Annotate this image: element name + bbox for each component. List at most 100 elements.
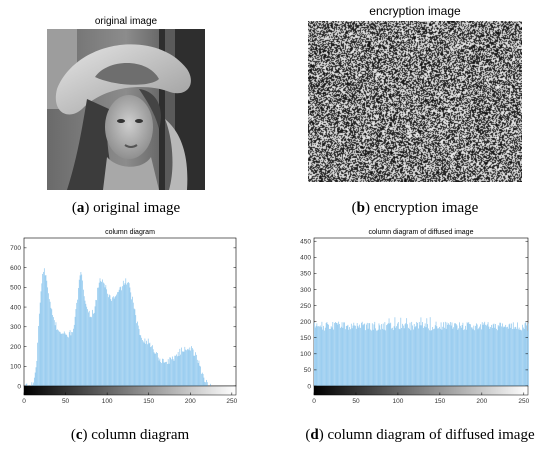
- bar: [521, 330, 522, 386]
- bar: [404, 324, 406, 386]
- bar: [97, 287, 98, 386]
- bar: [486, 324, 488, 386]
- bar: [87, 309, 88, 386]
- y-tick-label: 0: [307, 383, 311, 390]
- bar: [392, 330, 394, 386]
- bar: [424, 323, 426, 386]
- bar: [461, 324, 463, 386]
- bar: [104, 287, 106, 386]
- bar: [42, 273, 43, 386]
- bar: [429, 317, 431, 386]
- bar: [129, 287, 131, 386]
- bar: [425, 327, 427, 386]
- bar: [326, 322, 328, 386]
- bar: [378, 323, 380, 386]
- bar: [367, 328, 369, 386]
- bar: [164, 362, 166, 386]
- original-image-drawing: [47, 29, 205, 190]
- bar: [84, 300, 86, 386]
- bar: [189, 347, 191, 386]
- bar: [444, 327, 445, 386]
- bar: [327, 323, 329, 386]
- bar: [186, 350, 187, 386]
- encryption-image-title: encryption image: [369, 4, 461, 18]
- bar: [176, 354, 177, 386]
- bar: [204, 381, 206, 386]
- bar: [514, 327, 516, 386]
- bar: [83, 289, 84, 386]
- bar: [86, 306, 88, 386]
- bar: [331, 327, 333, 386]
- bar: [28, 385, 30, 386]
- bar: [361, 321, 363, 386]
- bar: [515, 326, 517, 386]
- bar: [478, 328, 480, 386]
- bar: [522, 324, 523, 386]
- bar: [335, 322, 337, 386]
- bar: [33, 382, 34, 386]
- bar: [162, 358, 164, 386]
- bar: [329, 328, 330, 386]
- bar: [402, 325, 404, 386]
- y-tick-label: 200: [300, 319, 311, 326]
- bar: [522, 327, 524, 386]
- bar: [119, 287, 121, 386]
- bar: [62, 333, 63, 386]
- bar: [516, 328, 517, 386]
- bar: [351, 328, 353, 386]
- bar: [210, 383, 211, 386]
- bar: [91, 317, 93, 386]
- bar: [434, 328, 435, 386]
- bar: [405, 323, 407, 386]
- bar: [350, 323, 352, 386]
- bar: [186, 349, 188, 386]
- bar: [144, 338, 146, 386]
- bar: [117, 292, 118, 386]
- bar: [72, 332, 73, 386]
- y-tick-label: 600: [10, 265, 21, 272]
- bar: [484, 321, 486, 386]
- x-tick-label: 50: [62, 398, 70, 405]
- bar: [130, 292, 132, 386]
- bar: [318, 326, 319, 386]
- bar: [506, 327, 507, 386]
- bar: [513, 328, 515, 386]
- bar: [48, 299, 50, 386]
- bar: [180, 354, 182, 386]
- original-image: [47, 29, 205, 190]
- bar: [44, 275, 46, 386]
- bar: [518, 327, 520, 386]
- bar: [37, 342, 39, 386]
- bar: [437, 328, 439, 386]
- bar: [454, 323, 455, 386]
- bar: [185, 349, 186, 386]
- bar: [398, 328, 400, 386]
- bar: [407, 327, 409, 386]
- bar: [382, 323, 384, 386]
- bar: [469, 323, 470, 386]
- bar: [333, 329, 335, 386]
- bar: [430, 330, 432, 386]
- bar: [482, 324, 484, 386]
- bar: [138, 329, 140, 386]
- bar: [90, 316, 92, 386]
- bar: [477, 329, 479, 386]
- original-image-title: original image: [94, 16, 158, 27]
- bar: [183, 351, 185, 386]
- bar: [196, 359, 198, 386]
- colorbar: [23, 385, 237, 396]
- bar: [438, 328, 439, 386]
- bar: [504, 326, 506, 386]
- bar: [133, 308, 135, 386]
- bar: [501, 326, 502, 386]
- x-tick-label: 200: [476, 398, 487, 405]
- bar: [128, 283, 130, 386]
- bar: [384, 322, 386, 386]
- bar: [386, 325, 387, 386]
- bar: [36, 360, 38, 386]
- bar: [342, 327, 344, 386]
- bar: [365, 330, 366, 386]
- bar: [519, 329, 521, 386]
- bar: [122, 286, 123, 386]
- bar: [106, 289, 108, 386]
